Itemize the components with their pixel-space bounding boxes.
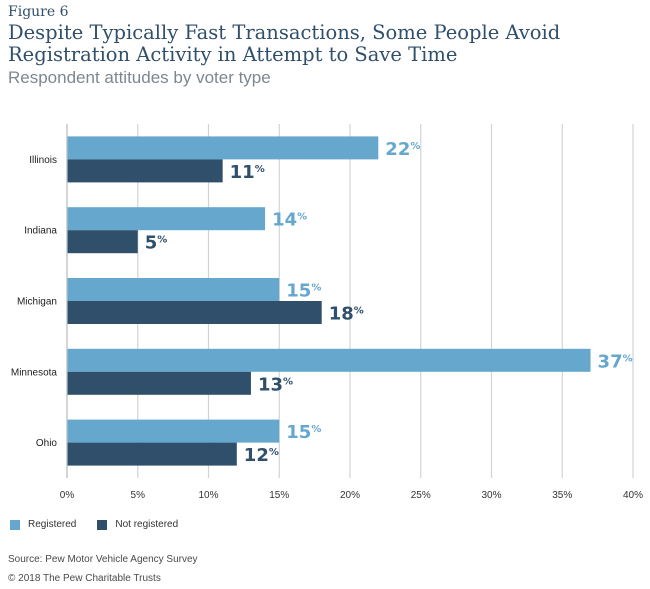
data-label: 12% (244, 445, 279, 466)
bar-not-registered (67, 301, 322, 324)
data-label: 22% (385, 139, 420, 160)
legend-label-registered: Registered (28, 519, 77, 530)
data-label: 18% (329, 304, 364, 325)
data-label: 15% (286, 422, 321, 443)
x-tick-label: 40% (623, 490, 643, 501)
data-label: 15% (286, 281, 321, 302)
figure-label: Figure 6 (8, 4, 69, 20)
legend-label-not-registered: Not registered (115, 519, 179, 530)
x-tick-label: 5% (131, 490, 146, 501)
data-label: 14% (272, 210, 307, 231)
data-label: 5% (145, 233, 168, 254)
chart-subtitle: Respondent attitudes by voter type (8, 68, 271, 87)
data-label: 11% (230, 162, 265, 183)
category-label: Ohio (36, 438, 58, 449)
category-label: Michigan (17, 297, 57, 308)
legend-item-registered: Registered (10, 519, 76, 530)
x-tick-label: 20% (340, 490, 360, 501)
copyright-note: © 2018 The Pew Charitable Trusts (8, 573, 161, 584)
x-tick-label: 30% (481, 490, 501, 501)
source-note: Source: Pew Motor Vehicle Agency Survey (8, 554, 198, 565)
x-tick-label: 15% (269, 490, 289, 501)
bar-not-registered (67, 442, 237, 466)
x-tick-label: 10% (198, 490, 218, 501)
x-tick-label: 0% (60, 490, 75, 501)
bar-registered (67, 348, 591, 372)
data-label: 37% (598, 351, 633, 372)
chart-legend: Registered Not registered (10, 519, 199, 530)
bar-not-registered (67, 371, 251, 395)
bar-registered (67, 278, 280, 301)
legend-swatch-not-registered (97, 519, 108, 530)
bar-not-registered (67, 230, 138, 254)
x-tick-label: 25% (411, 490, 431, 501)
bar-not-registered (67, 159, 223, 183)
bar-registered (67, 419, 280, 443)
x-tick-label: 35% (552, 490, 572, 501)
category-label: Minnesota (11, 367, 58, 378)
bar-registered (67, 207, 266, 231)
data-label: 13% (258, 374, 293, 395)
bar-registered (67, 136, 379, 160)
category-label: Indiana (24, 226, 57, 237)
legend-swatch-registered (10, 519, 20, 530)
category-label: Illinois (29, 155, 57, 166)
legend-item-not-registered: Not registered (97, 519, 178, 530)
chart-title: Despite Typically Fast Transactions, Som… (8, 21, 561, 66)
